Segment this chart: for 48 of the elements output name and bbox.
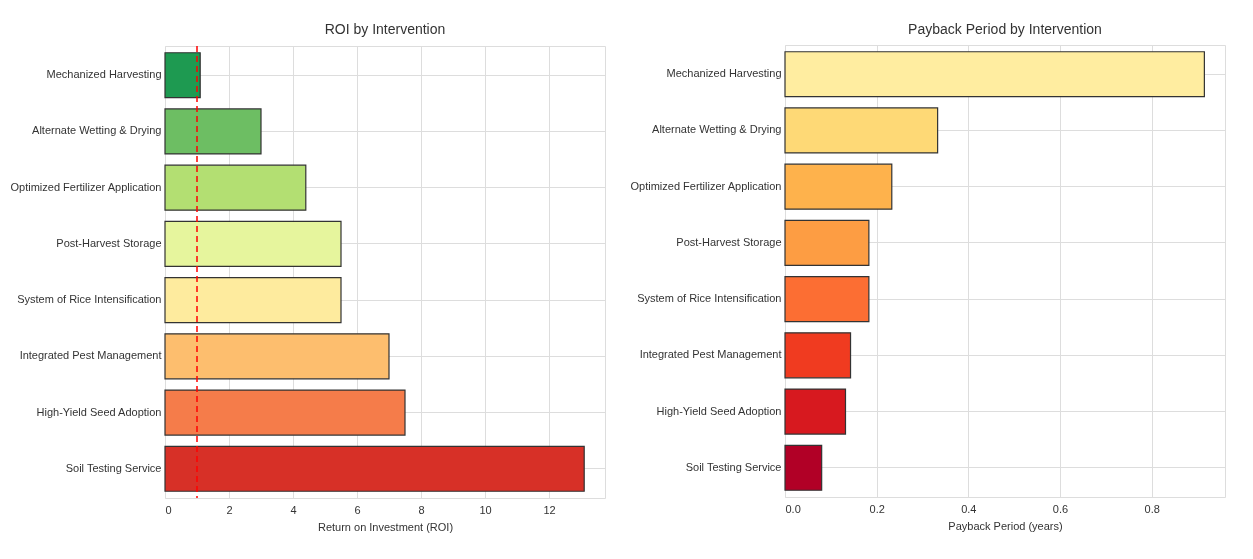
x-tick-label: 0.8 <box>1144 502 1160 515</box>
x-tick-label: 4 <box>290 503 297 516</box>
x-tick-label: 0.4 <box>961 502 977 515</box>
bar <box>784 444 823 491</box>
x-tick-label: 2 <box>226 503 233 516</box>
bar <box>784 276 870 323</box>
y-tick-label: High-Yield Seed Adoption <box>36 405 162 418</box>
y-tick-label: Post-Harvest Storage <box>676 235 782 248</box>
bar <box>164 52 201 99</box>
chart-title: ROI by Intervention <box>324 21 446 38</box>
y-tick-label: Optimized Fertilizer Application <box>10 180 162 193</box>
bar <box>164 164 307 211</box>
y-tick-label: Optimized Fertilizer Application <box>630 179 782 192</box>
x-tick-label: 8 <box>418 503 425 516</box>
y-tick-label: Alternate Wetting & Drying <box>652 123 782 136</box>
y-tick-label: Mechanized Harvesting <box>46 68 162 81</box>
x-tick-label: 0 <box>165 503 172 516</box>
y-tick-label: Soil Testing Service <box>685 460 782 473</box>
chart-title: Payback Period by Intervention <box>908 21 1102 37</box>
y-tick-label: Post-Harvest Storage <box>56 236 162 249</box>
bar <box>164 445 585 492</box>
x-tick-label: 0.2 <box>869 502 885 515</box>
x-tick-label: 10 <box>479 503 492 516</box>
bar <box>784 388 847 435</box>
y-tick-label: Mechanized Harvesting <box>666 67 782 80</box>
bar <box>784 107 939 154</box>
x-tick-label: 0.0 <box>785 502 801 515</box>
y-tick-label: Integrated Pest Management <box>19 349 162 362</box>
x-axis-title: Return on Investment (ROI) <box>317 520 454 533</box>
y-tick-label: System of Rice Intensification <box>637 292 782 305</box>
y-tick-label: Integrated Pest Management <box>639 348 782 361</box>
y-tick-label: High-Yield Seed Adoption <box>656 404 782 417</box>
bar <box>164 333 390 380</box>
y-tick-label: Soil Testing Service <box>65 461 162 474</box>
y-tick-label: System of Rice Intensification <box>17 293 162 306</box>
bar <box>164 108 262 155</box>
bar <box>164 220 342 267</box>
bar <box>784 219 870 266</box>
x-tick-label: 6 <box>354 503 361 516</box>
bar <box>164 389 406 436</box>
x-tick-label: 0.6 <box>1052 502 1069 515</box>
x-tick-label: 12 <box>543 503 556 516</box>
bar <box>164 277 342 324</box>
y-tick-label: Alternate Wetting & Drying <box>32 124 162 137</box>
bar <box>784 332 852 379</box>
bar <box>784 163 893 210</box>
x-axis-title: Payback Period (years) <box>948 519 1063 532</box>
bar <box>784 51 1205 98</box>
